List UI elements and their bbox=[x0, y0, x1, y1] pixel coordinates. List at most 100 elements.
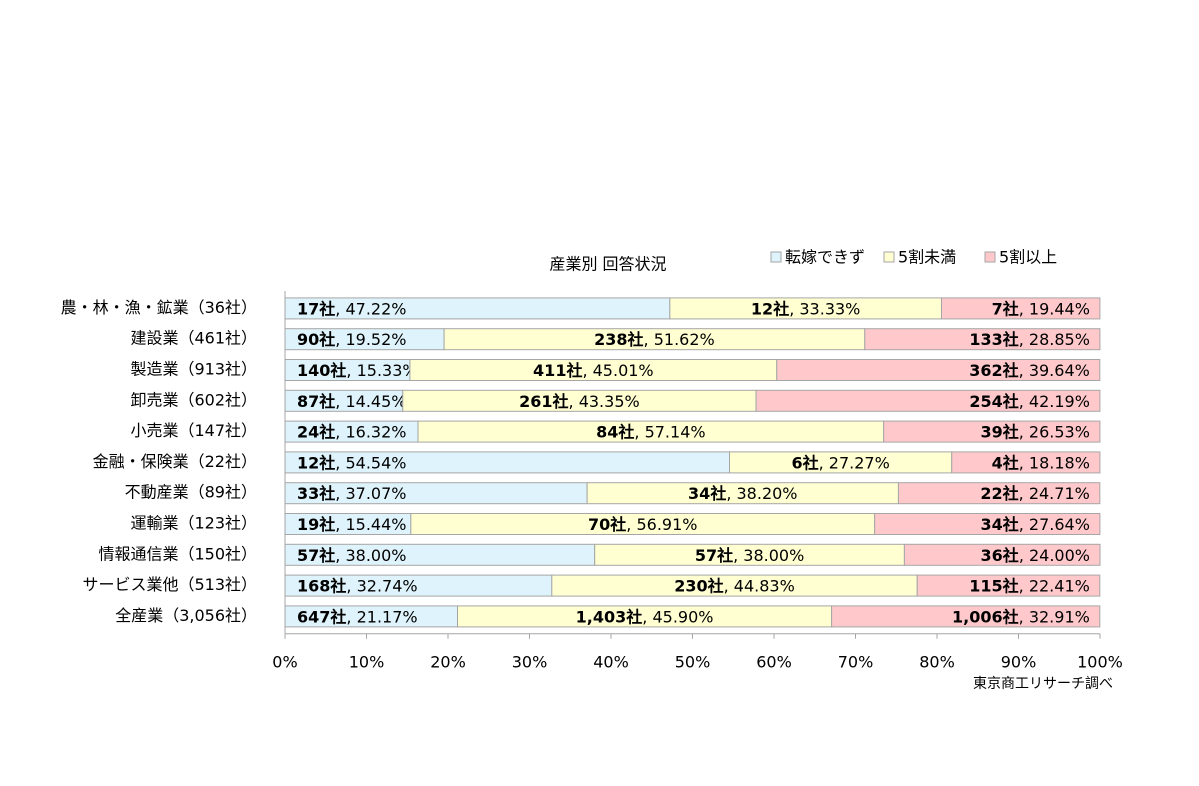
data-label: 39社, 26.53% bbox=[980, 422, 1089, 441]
y-tick-label: 農・林・漁・鉱業（36社） bbox=[61, 298, 257, 317]
value-label: , 43.35% bbox=[569, 391, 640, 410]
value-label: , 54.54% bbox=[335, 453, 406, 472]
data-label: 36社, 24.00% bbox=[981, 545, 1090, 564]
bar-segment bbox=[776, 359, 1101, 381]
y-tick-label: 製造業（913社） bbox=[130, 360, 257, 379]
value-label: , 37.07% bbox=[335, 484, 406, 503]
data-label: 7社, 19.44% bbox=[992, 299, 1090, 318]
count-label: 261社 bbox=[519, 391, 568, 410]
y-tick-label: 卸売業（602社） bbox=[130, 390, 257, 409]
value-label: , 19.52% bbox=[335, 330, 406, 349]
count-label: 90社 bbox=[297, 330, 335, 349]
count-label: 115社 bbox=[969, 576, 1018, 595]
data-label: 133社, 28.85% bbox=[969, 330, 1090, 349]
count-label: 70社 bbox=[588, 515, 626, 534]
value-label: , 19.44% bbox=[1019, 299, 1090, 318]
legend-swatch bbox=[984, 251, 996, 263]
data-label: 90社, 19.52% bbox=[297, 330, 406, 349]
count-label: 647社 bbox=[297, 607, 346, 626]
count-label: 87社 bbox=[297, 391, 335, 410]
legend-label: 5割未満 bbox=[898, 248, 956, 267]
x-tick-label: 30% bbox=[512, 652, 548, 671]
value-label: , 22.41% bbox=[1019, 576, 1090, 595]
value-label: , 15.44% bbox=[335, 515, 406, 534]
count-label: 33社 bbox=[297, 484, 335, 503]
count-label: 1,006社 bbox=[952, 607, 1019, 626]
bar-segment bbox=[874, 513, 1101, 535]
count-label: 6社 bbox=[791, 453, 818, 472]
value-label: , 18.18% bbox=[1019, 453, 1090, 472]
data-label: 24社, 16.32% bbox=[297, 422, 406, 441]
count-label: 4社 bbox=[992, 453, 1019, 472]
legend-swatch bbox=[770, 251, 782, 263]
data-label: 87社, 14.45% bbox=[297, 391, 406, 410]
y-tick-label: 金融・保険業（22社） bbox=[93, 452, 257, 471]
y-tick-label: 不動産業（89社） bbox=[125, 483, 257, 502]
x-tick-label: 10% bbox=[349, 652, 385, 671]
count-label: 254社 bbox=[969, 391, 1018, 410]
value-label: , 38.00% bbox=[733, 545, 804, 564]
data-label: 70社, 56.91% bbox=[588, 515, 697, 534]
value-label: , 26.53% bbox=[1019, 422, 1090, 441]
value-label: , 32.91% bbox=[1019, 607, 1090, 626]
bar-segment bbox=[831, 605, 1101, 628]
data-label: 6社, 27.27% bbox=[791, 453, 889, 472]
x-tick-label: 40% bbox=[593, 652, 629, 671]
value-label: , 38.00% bbox=[335, 545, 406, 564]
x-tick-label: 60% bbox=[756, 652, 792, 671]
y-tick-label: 全産業（3,056社） bbox=[115, 606, 257, 625]
bar-segment bbox=[897, 482, 1101, 505]
count-label: 1,403社 bbox=[576, 607, 643, 626]
value-label: , 38.20% bbox=[726, 484, 797, 503]
count-label: 39社 bbox=[980, 422, 1018, 441]
count-label: 133社 bbox=[969, 330, 1018, 349]
data-label: 115社, 22.41% bbox=[969, 576, 1090, 595]
data-label: 12社, 33.33% bbox=[751, 299, 860, 318]
source: 東京商工リサーチ調べ bbox=[973, 676, 1113, 692]
count-label: 168社 bbox=[297, 576, 346, 595]
chart-title: 産業別 回答状況 bbox=[549, 255, 666, 274]
count-label: 57社 bbox=[297, 545, 335, 564]
count-label: 12社 bbox=[751, 299, 789, 318]
value-label: , 39.64% bbox=[1019, 361, 1090, 380]
data-label: 57社, 38.00% bbox=[297, 545, 406, 564]
data-label: 238社, 51.62% bbox=[594, 330, 715, 349]
data-label: 19社, 15.44% bbox=[297, 515, 406, 534]
bar-segment bbox=[951, 451, 1101, 474]
data-label: 84社, 57.14% bbox=[596, 422, 705, 441]
value-label: , 28.85% bbox=[1019, 330, 1090, 349]
count-label: 362社 bbox=[969, 361, 1018, 380]
bar-segment bbox=[864, 328, 1101, 351]
value-label: , 44.83% bbox=[724, 576, 795, 595]
value-label: , 21.17% bbox=[346, 607, 417, 626]
value-label: , 47.22% bbox=[335, 299, 406, 318]
y-tick-label: サービス業他（513社） bbox=[82, 575, 257, 594]
data-label: 411社, 45.01% bbox=[533, 361, 654, 380]
data-label: 33社, 37.07% bbox=[297, 484, 406, 503]
count-label: 12社 bbox=[297, 453, 335, 472]
y-tick-label: 小売業（147社） bbox=[130, 421, 257, 440]
value-label: , 56.91% bbox=[626, 515, 697, 534]
x-tick-label: 80% bbox=[919, 652, 955, 671]
count-label: 57社 bbox=[695, 545, 733, 564]
x-tick-label: 50% bbox=[675, 652, 711, 671]
value-label: , 32.74% bbox=[346, 576, 417, 595]
x-tick-label: 100% bbox=[1077, 652, 1123, 671]
value-label: , 33.33% bbox=[789, 299, 860, 318]
data-label: 34社, 38.20% bbox=[688, 484, 797, 503]
data-label: 230社, 44.83% bbox=[674, 576, 795, 595]
data-label: 362社, 39.64% bbox=[969, 361, 1090, 380]
data-label: 1,403社, 45.90% bbox=[576, 607, 714, 626]
count-label: 19社 bbox=[297, 515, 335, 534]
legend-label: 転嫁できず bbox=[785, 248, 865, 267]
data-label: 140社, 15.33% bbox=[297, 361, 418, 380]
data-label: 57社, 38.00% bbox=[695, 545, 804, 564]
count-label: 238社 bbox=[594, 330, 643, 349]
bar-segment bbox=[940, 297, 1101, 320]
count-label: 36社 bbox=[981, 545, 1019, 564]
data-label: 261社, 43.35% bbox=[519, 391, 640, 410]
value-label: , 24.71% bbox=[1019, 484, 1090, 503]
count-label: 24社 bbox=[297, 422, 335, 441]
y-tick-label: 運輸業（123社） bbox=[130, 514, 257, 533]
x-tick-label: 0% bbox=[272, 652, 297, 671]
